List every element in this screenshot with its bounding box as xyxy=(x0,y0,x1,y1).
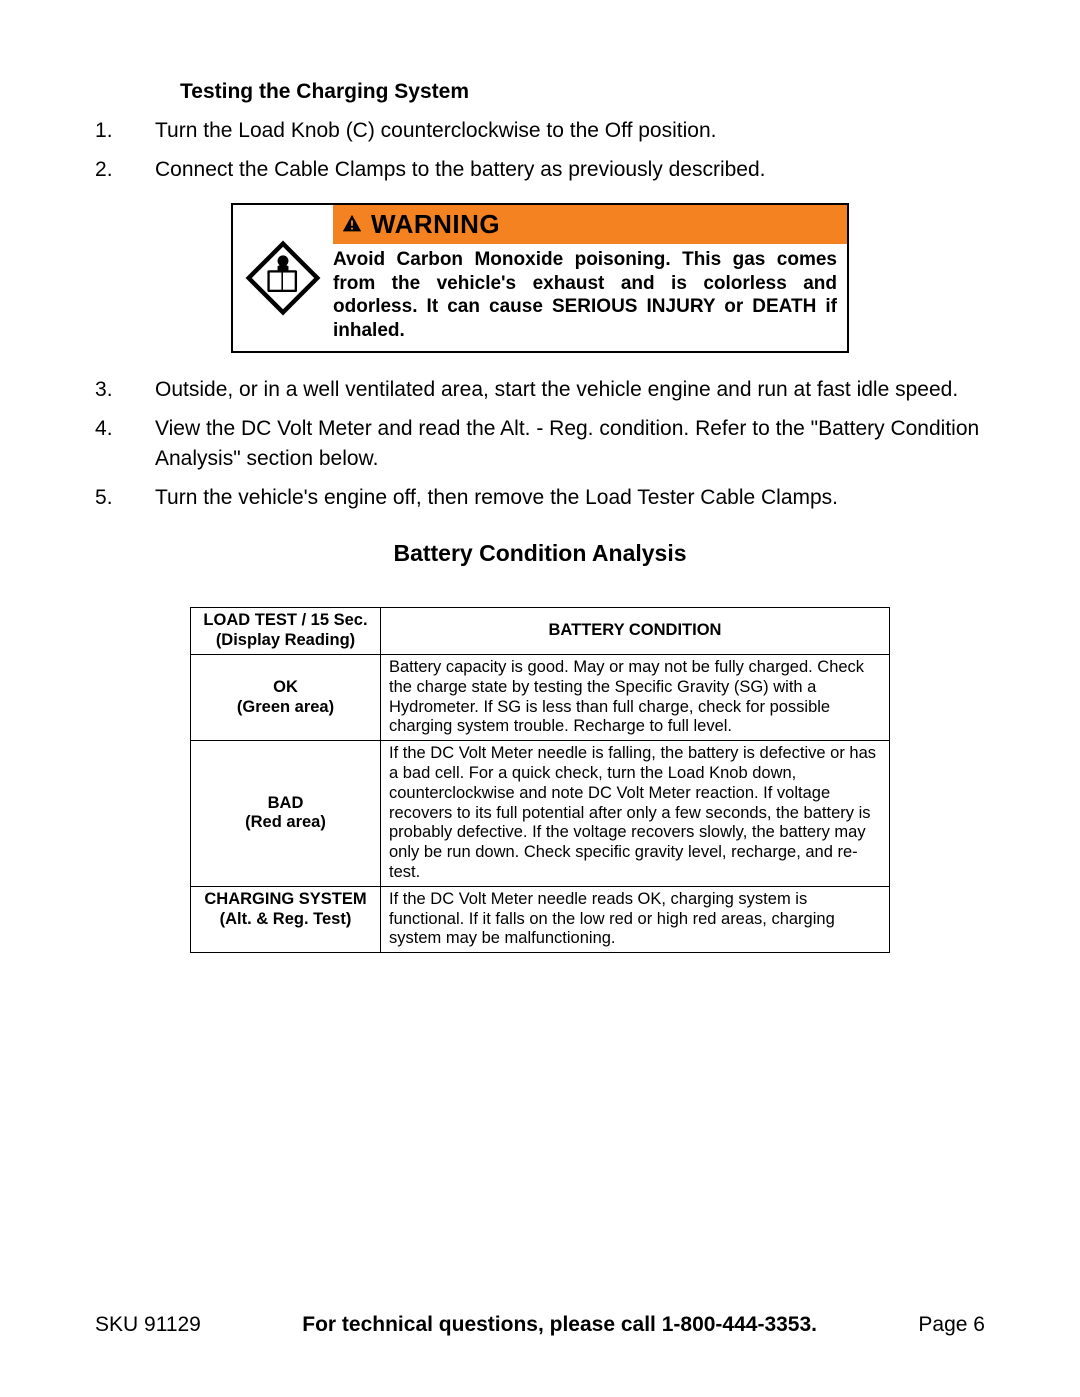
table-header-row: LOAD TEST / 15 Sec. (Display Reading) BA… xyxy=(191,608,890,655)
table-cell-text: If the DC Volt Meter needle is falling, … xyxy=(381,741,890,887)
alert-triangle-icon xyxy=(341,213,363,235)
row-label-line2: (Green area) xyxy=(237,698,334,716)
table-cell-text: If the DC Volt Meter needle reads OK, ch… xyxy=(381,886,890,952)
step-item: Turn the vehicle's engine off, then remo… xyxy=(95,483,985,512)
step-item: Turn the Load Knob (C) counterclockwise … xyxy=(95,116,985,145)
step-item: Outside, or in a well ventilated area, s… xyxy=(95,375,985,404)
table-row: CHARGING SYSTEM (Alt. & Reg. Test) If th… xyxy=(191,886,890,952)
row-label-line1: OK xyxy=(273,678,298,696)
analysis-heading: Battery Condition Analysis xyxy=(95,540,985,567)
row-label-line2: (Alt. & Reg. Test) xyxy=(220,910,352,928)
steps-list-a: Turn the Load Knob (C) counterclockwise … xyxy=(95,116,985,185)
footer-support-text: For technical questions, please call 1-8… xyxy=(302,1313,817,1337)
warning-right: WARNING Avoid Carbon Monoxide poisoning.… xyxy=(333,205,847,351)
warning-header: WARNING xyxy=(333,205,847,244)
table-cell-text: Battery capacity is good. May or may not… xyxy=(381,654,890,740)
read-manual-icon xyxy=(244,239,322,317)
step-item: View the DC Volt Meter and read the Alt.… xyxy=(95,414,985,473)
table-cell-label: OK (Green area) xyxy=(191,654,381,740)
table-row: OK (Green area) Battery capacity is good… xyxy=(191,654,890,740)
row-label-line1: BAD xyxy=(268,794,304,812)
page-content: Testing the Charging System Turn the Loa… xyxy=(0,0,1080,953)
step-item: Connect the Cable Clamps to the battery … xyxy=(95,155,985,184)
warning-pictogram xyxy=(233,205,333,351)
footer-sku: SKU 91129 xyxy=(95,1313,201,1337)
warning-box: WARNING Avoid Carbon Monoxide poisoning.… xyxy=(231,203,849,353)
page-footer: SKU 91129 For technical questions, pleas… xyxy=(95,1313,985,1337)
table-cell-label: BAD (Red area) xyxy=(191,741,381,887)
header-left-line2: (Display Reading) xyxy=(216,631,355,649)
table-header-left: LOAD TEST / 15 Sec. (Display Reading) xyxy=(191,608,381,655)
analysis-table: LOAD TEST / 15 Sec. (Display Reading) BA… xyxy=(190,607,890,953)
footer-page-number: Page 6 xyxy=(918,1313,985,1337)
steps-list-b: Outside, or in a well ventilated area, s… xyxy=(95,375,985,513)
warning-label: WARNING xyxy=(371,209,500,240)
table-cell-label: CHARGING SYSTEM (Alt. & Reg. Test) xyxy=(191,886,381,952)
table-row: BAD (Red area) If the DC Volt Meter need… xyxy=(191,741,890,887)
section-heading-testing: Testing the Charging System xyxy=(180,80,985,104)
table-header-right: BATTERY CONDITION xyxy=(381,608,890,655)
header-left-line1: LOAD TEST / 15 Sec. xyxy=(203,611,367,629)
warning-body-text: Avoid Carbon Monoxide poisoning. This ga… xyxy=(333,244,847,351)
row-label-line1: CHARGING SYSTEM xyxy=(204,890,366,908)
row-label-line2: (Red area) xyxy=(245,813,326,831)
